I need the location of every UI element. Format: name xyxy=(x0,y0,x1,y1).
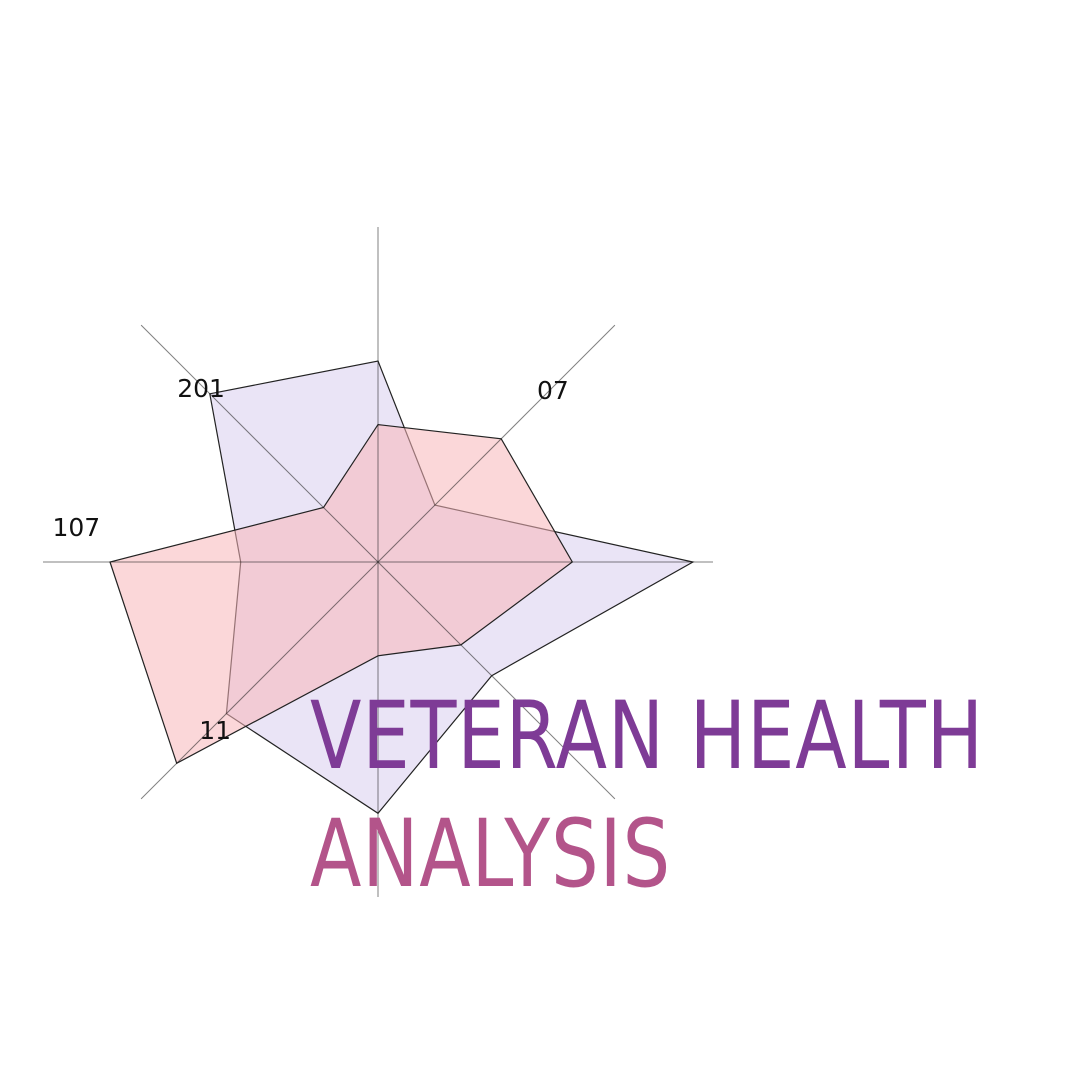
axis-label-layer: 07 11 107 201 xyxy=(52,374,568,745)
axis-label-7: 107 xyxy=(52,513,100,542)
chart-title-line-1: VETERAN HEALTH xyxy=(310,682,984,791)
series-layer xyxy=(109,360,695,815)
axis-spoke-8 xyxy=(140,324,379,563)
axis-spoke-6 xyxy=(140,561,379,800)
axis-label-8: 201 xyxy=(177,374,225,403)
axis-layer xyxy=(43,227,713,897)
axis-spoke-2 xyxy=(377,324,616,563)
axis-label-2: 07 xyxy=(537,376,569,405)
axis-spoke-4 xyxy=(377,561,616,800)
axis-label-6: 11 xyxy=(199,716,231,745)
chart-title-line-2: ANALYSIS xyxy=(310,800,672,909)
